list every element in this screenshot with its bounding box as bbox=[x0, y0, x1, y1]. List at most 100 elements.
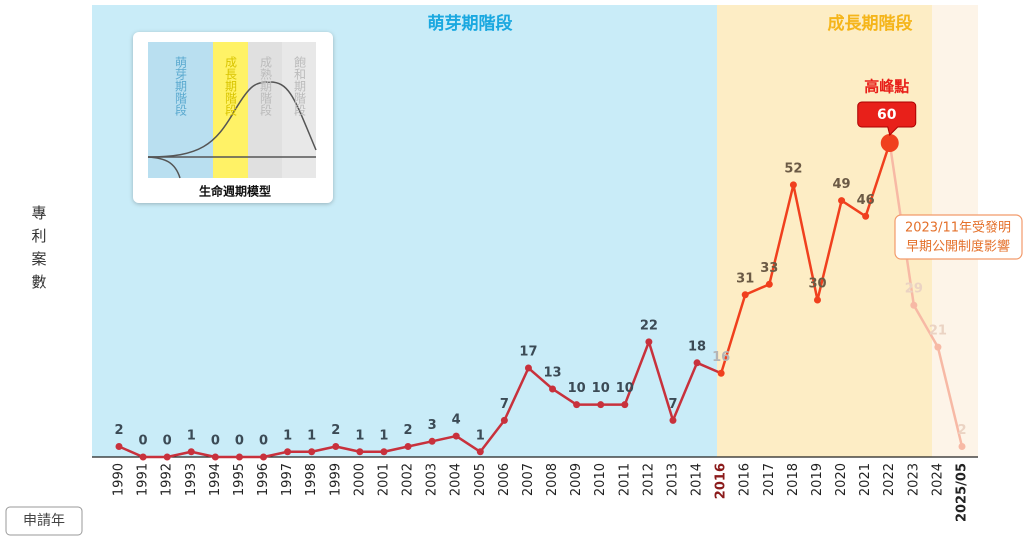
x-tick-label: 2002 bbox=[401, 463, 416, 496]
point bbox=[308, 448, 316, 456]
point bbox=[693, 359, 701, 367]
phase-label: 成長期階段 bbox=[828, 13, 913, 34]
data-label: 46 bbox=[857, 193, 875, 208]
note: 2023/11年受發明 bbox=[905, 221, 1011, 236]
data-label: 33 bbox=[760, 261, 778, 276]
x-tick-label: 1994 bbox=[208, 463, 223, 496]
data-label: 10 bbox=[568, 381, 586, 396]
point bbox=[645, 338, 653, 346]
x-tick-label: 2016 bbox=[714, 463, 729, 499]
note: 早期公開制度影響 bbox=[906, 239, 1010, 255]
data-label: 49 bbox=[833, 177, 851, 192]
data-label: 2 bbox=[957, 423, 966, 438]
point bbox=[235, 453, 243, 461]
point bbox=[597, 401, 605, 409]
inset-phase bbox=[248, 42, 282, 178]
line bbox=[118, 340, 722, 459]
x-tick-label: 2009 bbox=[569, 463, 584, 496]
data-label: 7 bbox=[500, 397, 509, 412]
x-tick-label: 2011 bbox=[617, 463, 632, 496]
point bbox=[139, 453, 147, 461]
x-tick-label: 2007 bbox=[521, 463, 536, 496]
x-tick-label: 2012 bbox=[641, 463, 656, 496]
x-tick-label: 2024 bbox=[930, 463, 945, 496]
phase-label: 萌芽期階段 bbox=[428, 13, 513, 34]
point bbox=[838, 197, 846, 205]
x-tick-label: 2023 bbox=[906, 463, 921, 496]
point bbox=[404, 443, 412, 451]
point bbox=[260, 453, 268, 461]
inset-phase-label: 飽和期階段 bbox=[293, 55, 307, 117]
peak-label: 高峰點 bbox=[864, 78, 909, 96]
x-axis-label: 申請年 bbox=[23, 513, 65, 529]
inset-phase-label: 萌芽期階段 bbox=[174, 56, 188, 117]
x-tick-label: 2021 bbox=[858, 463, 873, 496]
x-tick-label: 2010 bbox=[593, 463, 608, 496]
x-tick-label: 1992 bbox=[160, 463, 175, 496]
point bbox=[187, 448, 195, 456]
data-label: 0 bbox=[235, 434, 244, 449]
x-tick-label: 2018 bbox=[786, 463, 801, 496]
point bbox=[549, 385, 557, 393]
point bbox=[958, 443, 966, 451]
data-label: 2 bbox=[331, 423, 340, 438]
point bbox=[452, 432, 460, 440]
data-label: 29 bbox=[905, 282, 923, 297]
x-tick-label: 1997 bbox=[280, 463, 295, 496]
y-axis-label: 專利案數 bbox=[30, 205, 48, 297]
point bbox=[163, 453, 171, 461]
x-tick-label: 2016 bbox=[738, 463, 753, 496]
x-tick-label: 1990 bbox=[112, 463, 127, 496]
inset-phase bbox=[213, 42, 248, 178]
data-label: 0 bbox=[259, 434, 268, 449]
x-tick-label: 2004 bbox=[449, 463, 464, 496]
data-label: 1 bbox=[187, 428, 196, 443]
point bbox=[862, 212, 870, 220]
inset-curve bbox=[147, 156, 181, 179]
inset-phase bbox=[148, 42, 213, 178]
x-tick-label: 2001 bbox=[376, 463, 391, 496]
x-label-box bbox=[5, 506, 83, 536]
point bbox=[380, 448, 388, 456]
data-label: 1 bbox=[476, 428, 485, 443]
data-label: 30 bbox=[808, 277, 826, 292]
data-label: 16 bbox=[712, 350, 730, 365]
point bbox=[669, 416, 677, 424]
x-tick-label: 1998 bbox=[304, 463, 319, 496]
data-label: 52 bbox=[784, 161, 802, 176]
x-tick-label: 1995 bbox=[232, 463, 247, 496]
data-label: 0 bbox=[211, 434, 220, 449]
inset-title: 生命週期模型 bbox=[199, 184, 271, 199]
x-tick-label: 2006 bbox=[497, 463, 512, 496]
x-tick-label: 2017 bbox=[762, 463, 777, 496]
line bbox=[719, 142, 891, 374]
x-tick-label: 2022 bbox=[882, 463, 897, 496]
point bbox=[500, 416, 508, 424]
point bbox=[211, 453, 219, 461]
data-label: 18 bbox=[688, 339, 706, 354]
inset-phase-label: 成熟期階段 bbox=[259, 56, 273, 117]
x-tick-label: 2013 bbox=[665, 463, 680, 496]
point bbox=[813, 296, 821, 304]
data-label: 1 bbox=[355, 428, 364, 443]
x-tick-label: 2005 bbox=[473, 463, 488, 496]
point bbox=[573, 401, 581, 409]
x-tick-label: 2019 bbox=[810, 463, 825, 496]
x-tick-label: 2003 bbox=[425, 463, 440, 496]
data-label: 1 bbox=[379, 428, 388, 443]
point bbox=[524, 364, 532, 372]
data-label: 21 bbox=[929, 324, 947, 339]
data-label: 10 bbox=[592, 381, 610, 396]
data-label: 17 bbox=[519, 345, 537, 360]
x-tick-label: 1991 bbox=[136, 463, 151, 496]
point bbox=[428, 437, 436, 445]
x-tick-label: 2000 bbox=[352, 463, 367, 496]
data-label: 10 bbox=[616, 381, 634, 396]
x-tick-label: 2020 bbox=[834, 463, 849, 496]
point bbox=[356, 448, 364, 456]
x-tick-label: 1996 bbox=[256, 463, 271, 496]
x-tick-label: 1999 bbox=[328, 463, 343, 496]
inset-phase-label: 成長期階段 bbox=[224, 56, 238, 117]
data-label: 3 bbox=[428, 418, 437, 433]
